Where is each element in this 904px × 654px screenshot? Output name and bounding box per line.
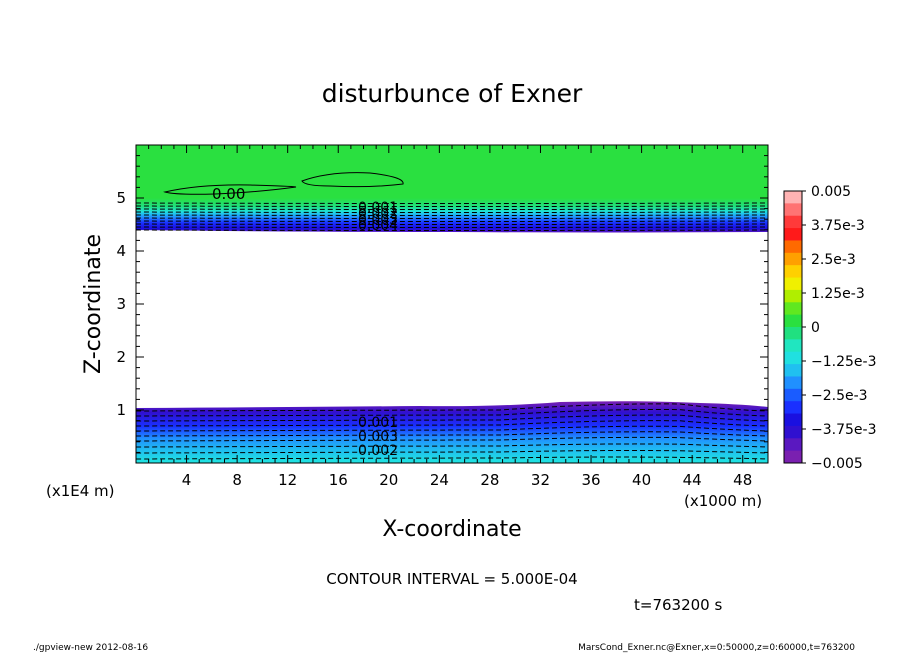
colorbar-swatch	[784, 314, 802, 328]
contour-label: 0.003	[358, 212, 398, 228]
colorbar-label: 0.005	[811, 184, 851, 200]
x-axis-label: X-coordinate	[382, 517, 521, 542]
contour-line-negative	[136, 431, 768, 437]
contour-line-negative	[136, 408, 768, 417]
upper-green-region	[136, 145, 768, 200]
contour-label: 0.001	[358, 415, 398, 431]
x-tick-label: 44	[683, 471, 702, 489]
x-tick-label: 8	[232, 471, 242, 489]
contour-zero-closed-1	[163, 184, 297, 195]
colorbar-label: −3.75e-3	[811, 422, 876, 438]
contour-line-negative	[136, 436, 768, 442]
colorbar-swatch	[784, 351, 802, 365]
y-axis-unit: (x1E4 m)	[46, 482, 115, 500]
x-tick-label: 32	[531, 471, 550, 489]
y-axis-ticks: 1 2 3 4 5	[116, 155, 768, 464]
contour-line-negative	[136, 449, 768, 454]
contour-line-negative	[136, 229, 768, 231]
contour-line-negative	[136, 223, 768, 225]
colorbar-swatch	[784, 376, 802, 390]
x-tick-label: 16	[329, 471, 348, 489]
colorbar-label: 3.75e-3	[811, 218, 865, 234]
colorbar-swatch	[784, 203, 802, 217]
contour-line-negative	[136, 420, 768, 427]
colorbar-swatch	[784, 339, 802, 353]
contour-line-negative	[136, 220, 768, 222]
contour-label: 0.004	[358, 218, 398, 234]
y-tick-label: 4	[116, 242, 126, 260]
x-tick-label: 4	[182, 471, 192, 489]
colorbar-swatch	[784, 438, 802, 452]
x-tick-label: 24	[430, 471, 449, 489]
x-axis-unit: (x1000 m)	[684, 492, 762, 510]
colorbar-swatch	[784, 277, 802, 291]
colorbar-swatch	[784, 240, 802, 254]
contour-line-negative	[136, 214, 768, 216]
time-label: t=763200 s	[634, 596, 722, 614]
contour-label: 0.002	[358, 206, 398, 222]
colorbar-label: 2.5e-3	[811, 252, 856, 268]
chart-title: disturbunce of Exner	[322, 79, 583, 108]
x-tick-label: 28	[480, 471, 499, 489]
y-tick-label: 1	[116, 401, 126, 419]
colorbar-swatch	[784, 228, 802, 241]
x-tick-label: 48	[733, 471, 752, 489]
x-tick-label: 12	[278, 471, 297, 489]
colorbar-swatch	[784, 450, 802, 464]
contour-line-negative	[136, 202, 768, 204]
colorbar-swatch	[784, 388, 802, 402]
contour-label: 0.002	[358, 443, 398, 459]
contour-labels: 0.00 0.001 0.002 0.003 0.004 0.001 0.003…	[212, 185, 398, 459]
colorbar-swatch	[784, 191, 802, 204]
lower-negative-band	[136, 401, 768, 463]
contour-label: 0.003	[358, 429, 398, 445]
contour-line-negative	[136, 208, 768, 210]
contour-line-negative	[136, 226, 768, 228]
colorbar-swatch	[784, 401, 802, 415]
x-axis-ticks: 4 8 12 16 20 24 28 32 36 40 44 48	[135, 145, 769, 489]
colorbar-label: −2.5e-3	[811, 388, 868, 404]
x-tick-label: 40	[632, 471, 651, 489]
colorbar-label: −0.005	[811, 456, 863, 472]
contour-line-negative	[136, 414, 768, 422]
x-tick-label: 36	[581, 471, 600, 489]
contour-line-negative	[136, 217, 768, 219]
y-tick-label: 2	[116, 348, 126, 366]
contour-label: 0.001	[358, 200, 398, 216]
colorbar-swatch	[784, 215, 802, 229]
colorbar-swatch	[784, 327, 802, 340]
footer-left: ./gpview-new 2012-08-16	[33, 643, 148, 653]
colorbar-swatch	[784, 265, 802, 279]
colorbar-swatch	[784, 289, 802, 303]
contour-lines	[136, 172, 768, 460]
colorbar-label: 0	[811, 320, 820, 336]
contour-line-negative	[136, 443, 768, 448]
colorbar-swatch	[784, 302, 802, 316]
contour-line-negative	[136, 211, 768, 213]
colorbar-swatch	[784, 364, 802, 377]
y-tick-label: 3	[116, 295, 126, 313]
contour-line-negative	[136, 425, 768, 432]
colorbar-swatch	[784, 425, 802, 439]
contour-label: 0.00	[212, 185, 245, 203]
colorbar-label: 1.25e-3	[811, 286, 865, 302]
contour-interval-note: CONTOUR INTERVAL = 5.000E-04	[326, 570, 577, 588]
footer-right: MarsCond_Exner.nc@Exner,x=0:50000,z=0:60…	[578, 643, 855, 653]
colorbar	[784, 191, 802, 464]
colorbar-swatch	[784, 413, 802, 427]
colorbar-label: −1.25e-3	[811, 354, 876, 370]
colorbar-labels: 0.005 3.75e-3 2.5e-3 1.25e-3 0 −1.25e-3 −2.5e-…	[802, 184, 876, 472]
y-tick-label: 5	[116, 189, 126, 207]
contour-line-negative	[136, 403, 768, 412]
contour-zero-closed-2	[301, 172, 404, 188]
y-axis-label: Z-coordinate	[81, 234, 106, 374]
contour-line-negative	[136, 205, 768, 207]
colorbar-swatch	[784, 252, 802, 266]
contour-line-negative	[136, 456, 768, 460]
x-tick-label: 20	[379, 471, 398, 489]
